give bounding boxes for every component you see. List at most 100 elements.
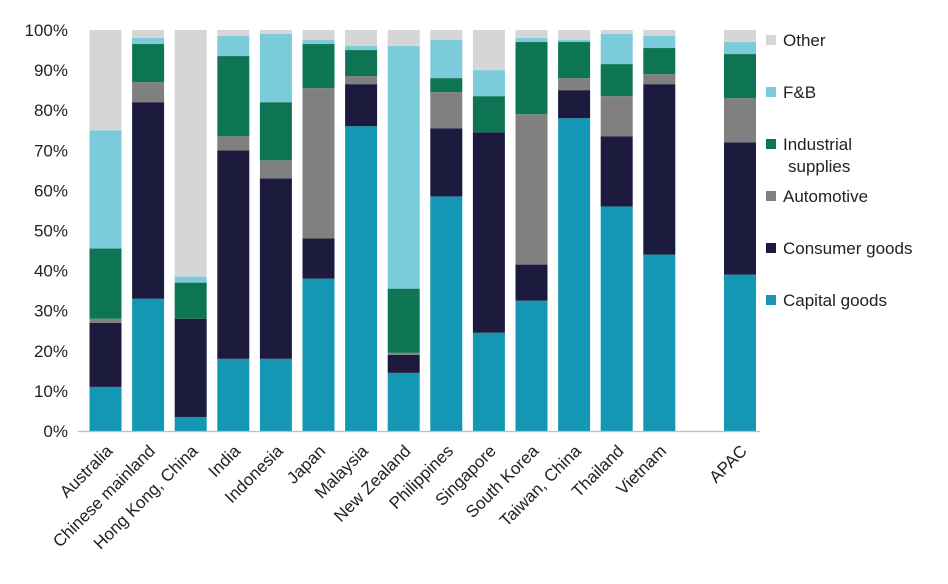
legend-label: Capital goods — [783, 291, 887, 310]
bar-segment-other — [217, 30, 250, 37]
legend-label-line: Automotive — [783, 187, 868, 206]
bar-segment-other — [472, 30, 505, 71]
bar-segment-consumer-goods — [558, 90, 591, 119]
legend-label: Other — [783, 31, 826, 50]
bar-segment-industrial-supplies — [643, 48, 676, 75]
bar-segment-capital-goods — [345, 126, 378, 432]
bar-segment-other — [259, 30, 292, 35]
bar-segment-automotive — [259, 160, 292, 179]
bar-segment-other — [724, 30, 756, 43]
legend-label-line: Capital goods — [783, 291, 887, 310]
bar-segment-automotive — [132, 82, 165, 103]
bar-segment-other — [600, 30, 633, 35]
bar-segment-industrial-supplies — [558, 42, 591, 79]
y-tick-label: 70% — [34, 141, 68, 160]
bar-segment-capital-goods — [643, 254, 676, 431]
legend-swatch — [766, 243, 776, 253]
bar-segment-consumer-goods — [387, 354, 420, 373]
bar-segment-other — [515, 30, 548, 39]
y-tick-label: 10% — [34, 382, 68, 401]
bars-group — [89, 30, 756, 432]
y-tick-label: 90% — [34, 61, 68, 80]
bar-segment-consumer-goods — [302, 238, 335, 279]
bar-segment-capital-goods — [724, 274, 756, 431]
bar-segment-consumer-goods — [600, 136, 633, 207]
bar-segment-consumer-goods — [430, 128, 463, 197]
bar-segment-automotive — [643, 74, 676, 85]
bar-segment-consumer-goods — [217, 150, 250, 359]
bar-segment-consumer-goods — [724, 142, 756, 275]
bar-segment-capital-goods — [515, 300, 548, 431]
bar-segment-other — [302, 30, 335, 41]
bar-segment-consumer-goods — [174, 318, 207, 417]
y-axis: 0% 10% 20% 30% 40% 50% 60% 70% 80% 90% 100% — [25, 21, 68, 441]
y-tick-label: 80% — [34, 101, 68, 120]
bar-segment-industrial-supplies — [132, 44, 165, 83]
bar-segment-capital-goods — [472, 332, 505, 431]
bar-segment-capital-goods — [302, 278, 335, 431]
bar-segment-other — [174, 30, 207, 277]
bar-segment-f-b — [724, 42, 756, 55]
bar-segment-capital-goods — [217, 358, 250, 431]
bar-segment-industrial-supplies — [430, 78, 463, 93]
y-tick-label: 50% — [34, 222, 68, 241]
bar-segment-automotive — [724, 98, 756, 143]
bar-segment-f-b — [472, 70, 505, 97]
bar-segment-industrial-supplies — [515, 42, 548, 115]
bar-segment-industrial-supplies — [600, 64, 633, 97]
bar-segment-other — [558, 30, 591, 41]
bar-segment-automotive — [217, 136, 250, 151]
bar-segment-consumer-goods — [345, 84, 378, 127]
bar-segment-industrial-supplies — [217, 56, 250, 137]
bar-segment-industrial-supplies — [89, 248, 122, 319]
bar-segment-other — [643, 30, 676, 37]
bar-segment-industrial-supplies — [472, 96, 505, 133]
bar-segment-industrial-supplies — [387, 288, 420, 353]
bar-segment-automotive — [345, 76, 378, 85]
bar-segment-consumer-goods — [515, 264, 548, 301]
bar-segment-automotive — [387, 352, 420, 355]
legend-label: Industrial supplies — [783, 135, 852, 176]
bar-segment-f-b — [302, 40, 335, 45]
bar-segment-automotive — [430, 92, 463, 129]
bar-segment-f-b — [515, 38, 548, 43]
bar-segment-capital-goods — [132, 298, 165, 431]
bar-segment-capital-goods — [558, 118, 591, 431]
y-tick-label: 60% — [34, 181, 68, 200]
bar-segment-industrial-supplies — [259, 102, 292, 161]
bar-segment-f-b — [217, 36, 250, 57]
bar-segment-f-b — [345, 46, 378, 51]
y-tick-label: 30% — [34, 302, 68, 321]
bar-segment-capital-goods — [387, 372, 420, 431]
legend-label-line: Consumer goods — [783, 239, 912, 258]
bar-segment-capital-goods — [430, 196, 463, 431]
bar-segment-other — [132, 30, 165, 39]
bar-segment-capital-goods — [259, 358, 292, 431]
legend-swatch — [766, 35, 776, 45]
bar-segment-f-b — [430, 40, 463, 79]
bar-segment-industrial-supplies — [345, 50, 378, 77]
legend-swatch — [766, 87, 776, 97]
bar-segment-other — [345, 30, 378, 47]
legend-label-line: F&B — [783, 83, 816, 102]
bar-segment-automotive — [302, 88, 335, 239]
bar-segment-f-b — [89, 130, 122, 249]
bar-segment-f-b — [387, 46, 420, 289]
bar-segment-other — [387, 30, 420, 47]
bar-segment-capital-goods — [89, 386, 122, 431]
y-tick-label: 40% — [34, 262, 68, 281]
bar-segment-automotive — [558, 78, 591, 91]
bar-segment-industrial-supplies — [174, 282, 207, 319]
bar-segment-f-b — [558, 40, 591, 43]
bar-segment-consumer-goods — [259, 178, 292, 359]
bar-segment-other — [89, 30, 122, 131]
legend-label: Automotive — [783, 187, 868, 206]
bar-segment-consumer-goods — [89, 322, 122, 387]
bar-segment-capital-goods — [174, 416, 207, 431]
bar-segment-f-b — [259, 34, 292, 103]
bar-segment-other — [430, 30, 463, 41]
legend-label-line: supplies — [788, 157, 850, 176]
bar-segment-f-b — [643, 36, 676, 49]
bar-segment-f-b — [174, 276, 207, 283]
